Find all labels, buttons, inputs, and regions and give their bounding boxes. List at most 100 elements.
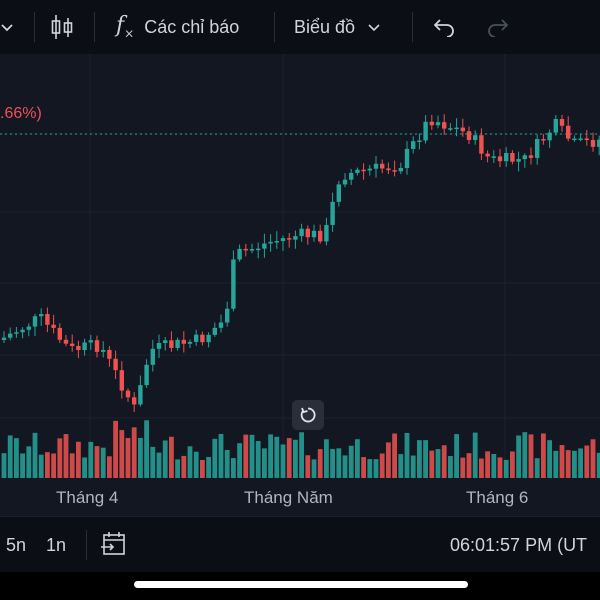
volume-bar [386, 442, 391, 478]
volume-bar [299, 432, 304, 478]
toolbar-divider [86, 530, 87, 560]
volume-bar [45, 452, 50, 478]
candle-body [473, 135, 478, 141]
candle-body [566, 125, 571, 139]
candle-body [45, 313, 50, 325]
candle-body [392, 170, 397, 172]
candle-body [398, 167, 403, 172]
indicators-button[interactable]: f× Các chỉ báo [116, 0, 239, 54]
volume-bar [20, 453, 25, 478]
candle-body [516, 159, 521, 162]
volume-bar [162, 440, 168, 478]
volume-bar [7, 435, 13, 478]
volume-bar [193, 451, 199, 478]
volume-bar [76, 441, 81, 478]
candle-body [268, 241, 273, 244]
undo-icon[interactable] [432, 0, 456, 54]
bottom-toolbar [0, 516, 600, 573]
volume-bar [342, 455, 348, 478]
candle-body [76, 345, 81, 351]
volume-bar [373, 459, 379, 478]
price-chart[interactable] [0, 54, 600, 516]
candlestick-icon[interactable] [50, 0, 74, 54]
reset-icon [300, 407, 316, 423]
candle-body [243, 248, 248, 251]
candle-body [541, 139, 546, 141]
candle-body [138, 385, 143, 405]
toolbar-divider [412, 12, 413, 42]
volume-bar [243, 434, 249, 478]
candle-body [20, 329, 25, 333]
candle-body [373, 163, 379, 169]
date-range-icon[interactable] [100, 530, 128, 563]
volume-bar [559, 445, 565, 478]
volume-bar [404, 432, 410, 478]
volume-bar [231, 458, 236, 478]
volume-bar [94, 446, 100, 478]
candle-body [460, 127, 465, 132]
volume-bar [268, 434, 273, 478]
reset-chart-button[interactable] [292, 400, 324, 430]
toolbar-divider [274, 12, 275, 42]
candlestick-chart-svg [0, 54, 600, 478]
candle-body [274, 241, 279, 243]
volume-bar [379, 453, 385, 478]
candle-body [584, 138, 589, 141]
volume-bar [69, 453, 75, 478]
candle-body [132, 397, 137, 405]
candle-body [528, 155, 534, 158]
volume-bar [224, 449, 230, 478]
home-indicator[interactable] [134, 581, 468, 588]
volume-bar [528, 434, 534, 478]
chevron-down-icon[interactable] [0, 0, 16, 54]
volume-bar [348, 445, 354, 478]
volume-bar [336, 448, 342, 478]
candle-body [32, 316, 38, 327]
candle-body [535, 139, 540, 158]
candle-body [522, 155, 527, 160]
candle-body [212, 327, 217, 335]
volume-bar [485, 451, 490, 478]
range-button-5n[interactable]: 5n [6, 535, 27, 555]
volume-bar [367, 459, 373, 478]
volume-bar [472, 432, 478, 478]
candle-body [299, 228, 304, 237]
volume-bar [51, 453, 56, 478]
volume-bar [466, 453, 472, 478]
volume-bar [26, 446, 32, 478]
candle-body [256, 248, 261, 251]
redo-icon[interactable] [486, 0, 510, 54]
volume-bar [534, 458, 540, 478]
candle-body [280, 238, 286, 242]
volume-bar [330, 448, 335, 478]
volume-bar [522, 432, 528, 478]
volume-bar [181, 455, 187, 478]
month-label: Tháng Năm [244, 488, 333, 507]
candle-body [361, 169, 366, 172]
volume-bar [572, 450, 577, 478]
volume-bar [355, 439, 360, 478]
candle-body [287, 238, 292, 240]
volume-bar [417, 440, 422, 478]
chart-type-button[interactable]: Biểu đồ [294, 0, 381, 54]
range-button-1n[interactable]: 1n [46, 535, 67, 555]
volume-bar [286, 438, 292, 478]
candle-body [70, 343, 75, 346]
candle-body [1, 337, 7, 340]
toolbar-divider [94, 12, 95, 42]
candle-body [497, 156, 503, 162]
candle-body [423, 121, 428, 141]
candle-body [485, 153, 490, 157]
candle-body [237, 248, 242, 260]
candle-body [144, 364, 149, 386]
candle-body [175, 339, 180, 348]
volume-bar [82, 457, 87, 478]
fx-icon: f× [116, 13, 135, 41]
volume-bar [100, 447, 106, 478]
candle-body [82, 342, 87, 351]
clock-readout[interactable]: 06:01:57 PM (UT [450, 535, 588, 555]
volume-bar [113, 420, 118, 478]
volume-bar [305, 455, 311, 478]
candle-body [342, 179, 348, 185]
candle-body [504, 153, 509, 162]
